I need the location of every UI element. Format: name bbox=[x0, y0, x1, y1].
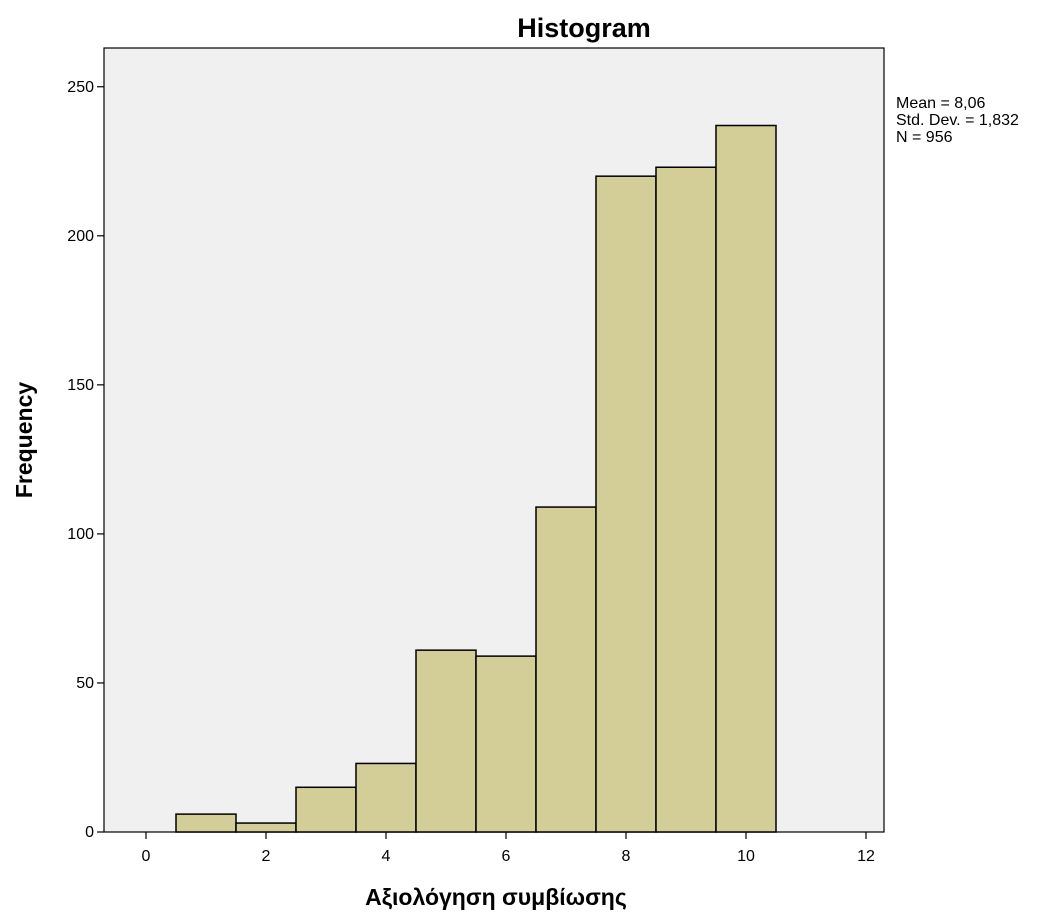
y-tick-label: 200 bbox=[67, 228, 94, 245]
bars-group bbox=[175, 124, 777, 833]
x-tick-label: 6 bbox=[502, 848, 511, 865]
y-tick-label: 50 bbox=[76, 675, 94, 692]
y-tick-label: 150 bbox=[67, 377, 94, 394]
histogram-bar-3 bbox=[295, 786, 357, 833]
y-tick-label: 0 bbox=[85, 824, 94, 841]
stats-box: Mean = 8,06 Std. Dev. = 1,832 N = 956 bbox=[896, 95, 1019, 146]
stats-mean: Mean = 8,06 bbox=[896, 95, 986, 112]
y-tick-label: 250 bbox=[67, 79, 94, 96]
x-tick-label: 2 bbox=[262, 848, 271, 865]
y-axis-title: Frequency bbox=[11, 382, 37, 499]
x-axis-title: Αξιολόγηση συμβίωσης bbox=[365, 884, 627, 910]
histogram-bar-6 bbox=[475, 655, 537, 833]
histogram-bar-10 bbox=[715, 124, 777, 833]
x-tick-label: 12 bbox=[857, 848, 875, 865]
x-tick-label: 8 bbox=[622, 848, 631, 865]
x-tick-label: 4 bbox=[382, 848, 391, 865]
stats-std-dev: Std. Dev. = 1,832 bbox=[896, 112, 1019, 129]
histogram-bar-8 bbox=[595, 175, 657, 833]
histogram-bar-1 bbox=[175, 813, 237, 833]
histogram-bar-2 bbox=[235, 822, 297, 833]
histogram-bar-7 bbox=[535, 506, 597, 833]
y-tick-label: 100 bbox=[67, 526, 94, 543]
x-axis: 0 2 4 6 8 10 12 bbox=[142, 832, 875, 865]
y-axis: 0 50 100 150 200 250 bbox=[67, 79, 104, 841]
x-tick-label: 0 bbox=[142, 848, 151, 865]
histogram-bar-9 bbox=[655, 166, 717, 833]
histogram-bar-5 bbox=[415, 649, 477, 833]
chart-title: Histogram bbox=[517, 13, 651, 43]
histogram-bar-4 bbox=[355, 762, 417, 833]
x-tick-label: 10 bbox=[737, 848, 755, 865]
stats-n: N = 956 bbox=[896, 129, 953, 146]
